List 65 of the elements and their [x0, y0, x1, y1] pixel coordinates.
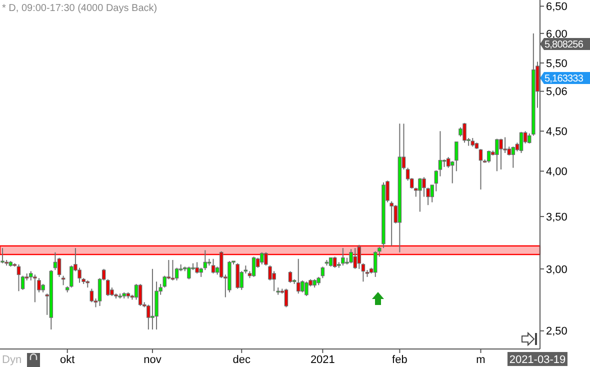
x-tick-label: 2021	[310, 354, 335, 366]
candlestick	[33, 274, 37, 303]
candlestick	[252, 256, 256, 278]
candlestick	[264, 252, 268, 266]
candlestick	[170, 259, 175, 281]
text: 5,808256	[544, 40, 584, 50]
y-tick-label: 6,00	[546, 28, 568, 40]
candlestick	[16, 264, 21, 292]
candlestick	[495, 138, 499, 172]
text: 5,163333	[544, 74, 584, 84]
candlestick	[486, 150, 491, 164]
candlestick	[499, 138, 503, 170]
text: Dyn	[2, 354, 22, 366]
x-tick-label: nov	[144, 354, 162, 366]
x-tick-label: m	[476, 354, 486, 366]
candlestick	[150, 268, 154, 330]
candlestick	[374, 250, 378, 278]
candlestick	[272, 270, 276, 292]
candlestick	[320, 266, 325, 279]
y-tick-label: 5,06	[546, 86, 568, 98]
candlestick	[446, 156, 450, 168]
candlestick	[260, 252, 264, 265]
x-tick-label: dec	[232, 354, 251, 366]
candlestick	[458, 126, 462, 137]
candlestick	[57, 257, 62, 278]
candlestick	[211, 258, 216, 274]
candlestick	[0, 248, 4, 264]
candlestick	[519, 131, 524, 154]
candlestick	[511, 146, 516, 168]
candlestick	[20, 275, 25, 290]
x-tick-label: feb	[392, 354, 408, 366]
y-tick-label: 4,50	[546, 126, 568, 138]
candlestick	[236, 262, 240, 290]
candlestick	[361, 262, 366, 282]
candlestick	[462, 122, 466, 144]
candlestick	[296, 258, 300, 294]
y-tick-label: 3,00	[546, 264, 568, 276]
candlestick	[195, 262, 199, 274]
candlestick	[138, 283, 142, 306]
y-tick-label: 2,50	[546, 326, 568, 338]
y-tick-label: 4,00	[546, 166, 568, 178]
candlestick	[61, 275, 66, 286]
candlestick	[454, 141, 458, 172]
y-tick-label: 5,50	[546, 58, 568, 70]
candlestick	[174, 267, 179, 281]
candlestick	[390, 200, 394, 246]
candlestick	[478, 148, 483, 190]
candlestick	[284, 288, 288, 308]
candlestick	[332, 256, 337, 268]
candlestick	[357, 244, 362, 270]
candlestick	[203, 250, 208, 271]
y-tick-label: 3,50	[546, 211, 568, 224]
candlestick	[353, 248, 357, 270]
candlestick	[90, 288, 94, 303]
candlestick	[418, 178, 422, 212]
chart-title: * D, 09:00-17:30 (4000 Days Back)	[2, 3, 158, 14]
candlestick	[288, 270, 292, 284]
x-tick-label: 2021-03-19	[509, 354, 566, 366]
x-tick-label: okt	[60, 354, 75, 366]
candlestick	[341, 248, 345, 266]
candlestick	[450, 160, 454, 184]
y-tick-label: 6,50	[546, 1, 568, 14]
candlestick	[53, 252, 58, 271]
candlestick	[187, 266, 191, 280]
candlestick	[304, 281, 308, 297]
